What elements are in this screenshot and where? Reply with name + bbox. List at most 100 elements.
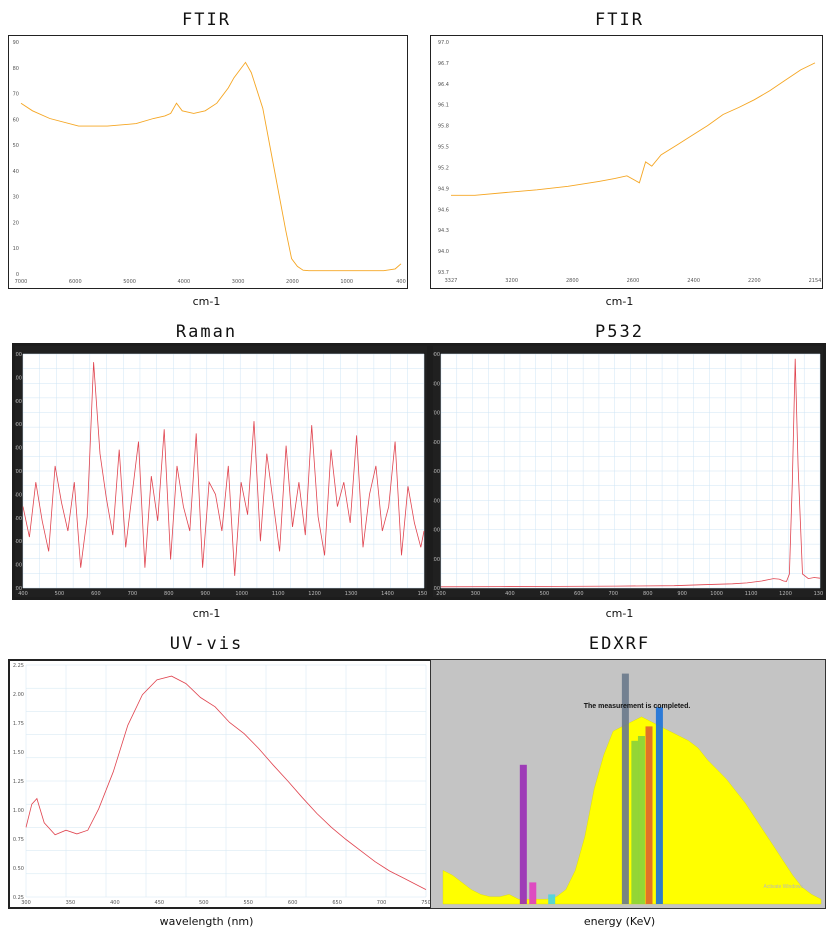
p532-chart: 200 300 400 500 600 700 800 900 1000 1100 1200 130 0… bbox=[433, 352, 823, 597]
x-tick-label: 400 bbox=[18, 591, 28, 597]
x-tick-label: 2200 bbox=[748, 278, 761, 284]
y-tick-label: 95.5 bbox=[438, 145, 449, 151]
chart-title: EDXRF bbox=[588, 634, 651, 654]
x-tick-label: 900 bbox=[200, 591, 210, 597]
x-tick-label: 600 bbox=[91, 591, 101, 597]
y-tick-label: 94.9 bbox=[438, 186, 449, 192]
x-tick-label: 700 bbox=[377, 900, 387, 906]
y-tick-label: 97.0 bbox=[438, 40, 449, 46]
y-tick-label: 0.75 bbox=[13, 837, 24, 843]
x-tick-label: 500 bbox=[540, 591, 550, 597]
x-tick-label: 1000 bbox=[235, 591, 248, 597]
y-tick-label: 900 bbox=[433, 352, 440, 358]
edxrf-plot: The measurement is completed. Activate Wi… bbox=[430, 659, 826, 909]
element-peak bbox=[655, 707, 663, 904]
x-tick-label: 1300 bbox=[345, 591, 358, 597]
uvvis-chart: 300 350 400 450 500 550 600 650 700 750 0.25 0.50 0.… bbox=[13, 663, 430, 906]
y-tick-label: 20 bbox=[13, 220, 19, 226]
y-tick-label: 600 bbox=[433, 440, 440, 446]
x-tick-label: 900 bbox=[677, 591, 687, 597]
x-tick-label: 400 bbox=[110, 900, 120, 906]
y-tick-label: 500 bbox=[15, 516, 22, 522]
y-tick-label: 0 bbox=[16, 272, 19, 278]
raman-chart: 400 500 600 700 800 900 1000 1100 1200 1300 1400 15… bbox=[15, 352, 427, 597]
y-tick-label: 300 bbox=[15, 563, 22, 569]
x-tick-label: 550 bbox=[243, 900, 253, 906]
x-tick-label: 300 bbox=[471, 591, 481, 597]
ftir-chart-1: 7000 6000 5000 4000 3000 2000 1000 400010203040… bbox=[13, 40, 406, 285]
x-tick-label: 4000 bbox=[177, 279, 190, 285]
chart-title: UV-vis bbox=[169, 634, 244, 654]
x-axis-caption: wavelength (nm) bbox=[159, 915, 254, 928]
x-tick-label: 450 bbox=[155, 900, 165, 906]
y-tick-label: 0.25 bbox=[13, 895, 24, 901]
ftir-plot-1: 7000 6000 5000 4000 3000 2000 1000 400 0 10 20 30 40… bbox=[8, 35, 408, 289]
x-tick-label: 1400 bbox=[381, 591, 394, 597]
y-tick-label: 96.4 bbox=[438, 82, 449, 88]
y-tick-label: 94.0 bbox=[438, 249, 449, 255]
x-tick-label: 200 bbox=[436, 591, 446, 597]
y-tick-label: 1.00 bbox=[13, 808, 24, 814]
x-tick-label: 2600 bbox=[627, 278, 640, 284]
chart-title: Raman bbox=[175, 322, 238, 342]
x-tick-label: 600 bbox=[288, 900, 298, 906]
x-tick-label: 2000 bbox=[286, 279, 299, 285]
x-tick-label: 300 bbox=[21, 900, 31, 906]
x-tick-label: 350 bbox=[66, 900, 76, 906]
y-tick-label: 1.75 bbox=[13, 721, 24, 727]
p532-plot: 200 300 400 500 600 700 800 900 1000 1100 1200 130 0… bbox=[430, 343, 826, 600]
x-tick-label: 800 bbox=[643, 591, 653, 597]
chart-title: FTIR bbox=[595, 10, 644, 30]
y-tick-label: 500 bbox=[433, 469, 440, 475]
element-peak bbox=[529, 882, 537, 904]
spectrum-line bbox=[440, 358, 821, 588]
y-tick-label: 10 bbox=[13, 246, 19, 252]
x-tick-label: 1200 bbox=[308, 591, 321, 597]
x-tick-label: 1100 bbox=[745, 591, 758, 597]
x-tick-label: 2400 bbox=[687, 278, 700, 284]
y-tick-label: 60 bbox=[13, 117, 19, 123]
x-tick-label: 700 bbox=[128, 591, 138, 597]
element-peak bbox=[621, 673, 629, 904]
y-tick-label: 93.7 bbox=[438, 270, 449, 276]
y-tick-label: 40 bbox=[13, 169, 19, 175]
status-message: The measurement is completed. bbox=[584, 703, 691, 710]
y-tick-label: 70 bbox=[13, 92, 19, 98]
ftir-chart-2: 3327 3200 2800 2600 2400 2200 2154 93.7 94.0 94.3… bbox=[438, 40, 822, 284]
x-tick-label: 2800 bbox=[566, 278, 579, 284]
x-axis-caption: cm-1 bbox=[605, 607, 634, 620]
x-axis-caption: cm-1 bbox=[192, 295, 221, 308]
element-peak bbox=[645, 726, 653, 904]
x-tick-label: 5000 bbox=[123, 279, 136, 285]
edxrf-chart: The measurement is completed. Activate Wi… bbox=[442, 673, 822, 905]
y-tick-label: 800 bbox=[15, 446, 22, 452]
y-tick-label: 1.25 bbox=[13, 779, 24, 785]
y-tick-label: 200 bbox=[15, 586, 22, 592]
x-tick-label: 1100 bbox=[272, 591, 285, 597]
y-tick-label: 1.50 bbox=[13, 750, 24, 756]
x-tick-label: 500 bbox=[199, 900, 209, 906]
x-tick-label: 3200 bbox=[505, 278, 518, 284]
x-tick-label: 3327 bbox=[445, 278, 458, 284]
x-tick-label: 1300 bbox=[814, 591, 823, 597]
y-tick-label: 800 bbox=[433, 381, 440, 387]
y-tick-label: 700 bbox=[15, 469, 22, 475]
element-peak bbox=[637, 736, 645, 904]
y-tick-label: 94.3 bbox=[438, 228, 449, 234]
y-tick-label: 1100 bbox=[15, 375, 22, 381]
spectrum-line bbox=[451, 62, 816, 196]
element-peak bbox=[519, 764, 527, 904]
x-tick-label: 400 bbox=[396, 279, 406, 285]
y-tick-label: 96.7 bbox=[438, 61, 449, 67]
x-tick-label: 1200 bbox=[779, 591, 792, 597]
y-tick-label: 30 bbox=[13, 195, 19, 201]
y-tick-label: 50 bbox=[13, 143, 19, 149]
y-tick-label: 700 bbox=[433, 411, 440, 417]
x-tick-label: 7000 bbox=[15, 279, 28, 285]
y-tick-label: 1200 bbox=[15, 352, 22, 358]
y-tick-label: 95.8 bbox=[438, 124, 449, 130]
uvvis-plot: 300 350 400 450 500 550 600 650 700 750 0.25 0.50 0.… bbox=[8, 659, 432, 909]
x-tick-label: 700 bbox=[608, 591, 618, 597]
y-tick-label: 95.2 bbox=[438, 165, 449, 171]
element-peak bbox=[631, 740, 639, 904]
